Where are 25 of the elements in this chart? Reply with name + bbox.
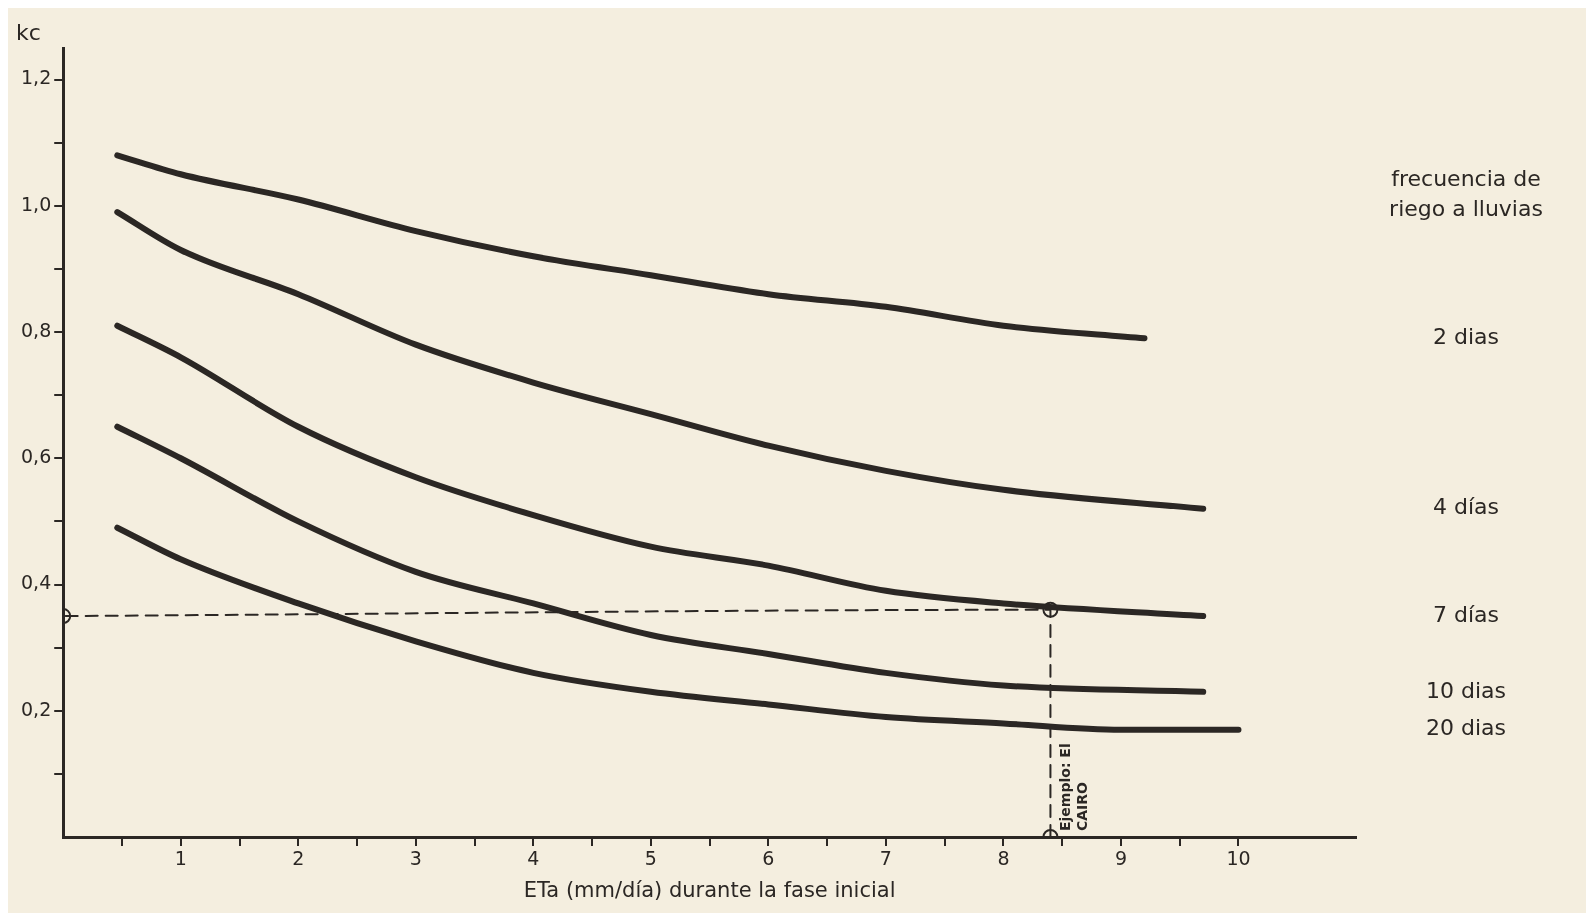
x-tick-label: 4 (527, 847, 540, 870)
text: 2 dias (1432, 324, 1500, 350)
y-tick-label: 0,8 (21, 318, 52, 341)
text: 20 dias (1425, 715, 1507, 741)
legend-title: frecuencia de riego a lluvias (1389, 166, 1543, 222)
y-tick-label: 0,2 (21, 697, 52, 720)
x-tick-label: 6 (762, 847, 775, 870)
text: 10 dias (1425, 677, 1507, 703)
x-axis-title: ETa (mm/día) durante la fase inicial (523, 877, 896, 902)
x-tick-label: 3 (409, 847, 422, 870)
x-tick-label: 9 (1114, 847, 1127, 870)
y-tick-label: 1,0 (21, 192, 52, 215)
x-tick-label: 8 (997, 847, 1010, 870)
y-tick-label: 1,2 (21, 66, 52, 89)
x-tick-label: 2 (292, 847, 305, 870)
x-tick-label: 7 (879, 847, 892, 870)
y-axis-title: kc (16, 19, 41, 45)
x-tick-label: 10 (1226, 847, 1251, 870)
text: 4 días (1432, 494, 1500, 520)
text: 7 días (1432, 601, 1500, 627)
x-tick-label: 5 (644, 847, 657, 870)
x-tick-label: 1 (174, 847, 187, 870)
annotation: Ejemplo: El CAIRO (1057, 743, 1091, 831)
y-tick-label: 0,4 (21, 571, 52, 594)
y-tick-label: 0,6 (21, 445, 52, 468)
